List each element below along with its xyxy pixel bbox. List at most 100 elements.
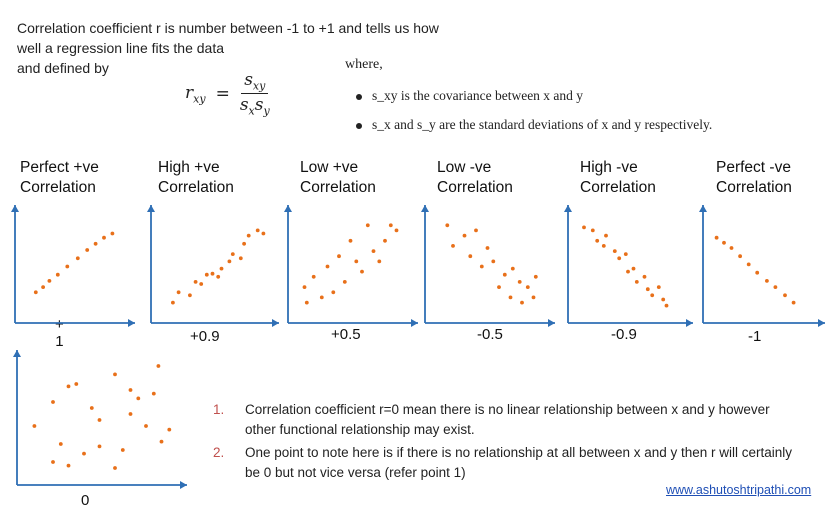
data-point bbox=[722, 240, 726, 245]
formula-denominator: sxsy bbox=[239, 95, 270, 118]
data-point bbox=[156, 364, 161, 368]
data-point bbox=[508, 295, 513, 300]
data-point bbox=[365, 223, 370, 228]
data-point bbox=[319, 295, 324, 300]
data-point bbox=[304, 300, 309, 305]
x-axis-arrow bbox=[548, 319, 555, 327]
data-point bbox=[791, 300, 796, 305]
data-point bbox=[219, 266, 224, 271]
intro-line-1: Correlation coefficient r is number betw… bbox=[17, 20, 439, 36]
y-axis-arrow bbox=[147, 205, 155, 212]
data-point bbox=[230, 252, 235, 256]
data-point bbox=[590, 228, 595, 233]
x-axis-arrow bbox=[686, 319, 693, 327]
formula-equals: = bbox=[215, 83, 230, 104]
data-point bbox=[783, 293, 787, 298]
note-number: 1. bbox=[213, 402, 225, 417]
data-point bbox=[216, 274, 221, 279]
x-axis-arrow bbox=[128, 319, 135, 327]
data-point bbox=[51, 400, 55, 404]
data-point bbox=[32, 424, 37, 428]
data-point bbox=[383, 238, 387, 243]
data-point bbox=[337, 254, 341, 259]
data-point bbox=[533, 274, 538, 279]
intro-line-3: and defined by bbox=[17, 60, 109, 76]
x-axis-arrow bbox=[818, 319, 825, 327]
data-point bbox=[144, 424, 148, 428]
data-point bbox=[47, 279, 52, 283]
notes-list: 1. Correlation coefficient r=0 mean ther… bbox=[213, 400, 803, 486]
data-point bbox=[645, 287, 650, 292]
data-point bbox=[746, 262, 751, 267]
data-point bbox=[394, 228, 399, 233]
data-point bbox=[102, 235, 106, 240]
data-point bbox=[331, 290, 336, 295]
data-point bbox=[531, 295, 536, 300]
scatter-panel-5 bbox=[564, 205, 693, 327]
data-point bbox=[74, 382, 79, 386]
data-point bbox=[246, 233, 251, 238]
data-point bbox=[65, 264, 70, 269]
note-item-2: 2. One point to note here is if there is… bbox=[213, 443, 803, 483]
data-point bbox=[41, 285, 45, 289]
data-point bbox=[520, 300, 524, 305]
data-point bbox=[664, 303, 669, 308]
data-point bbox=[176, 290, 181, 295]
note-text: Correlation coefficient r=0 mean there i… bbox=[245, 402, 770, 437]
data-point bbox=[128, 388, 133, 392]
data-point bbox=[255, 228, 260, 233]
data-point bbox=[325, 264, 330, 269]
data-point bbox=[595, 238, 600, 243]
data-point bbox=[238, 256, 243, 261]
data-point bbox=[242, 241, 247, 246]
data-point bbox=[714, 235, 719, 240]
panel-value-perfect-positive: +1 bbox=[55, 316, 64, 350]
data-point bbox=[51, 460, 55, 464]
data-point bbox=[631, 266, 636, 271]
data-point bbox=[58, 442, 63, 446]
data-point bbox=[479, 264, 484, 269]
data-point bbox=[502, 272, 507, 277]
y-axis-arrow bbox=[699, 205, 707, 212]
data-point bbox=[261, 231, 266, 236]
data-point bbox=[227, 259, 232, 264]
note-number: 2. bbox=[213, 445, 225, 460]
data-point bbox=[612, 249, 617, 254]
formula-fraction: sxy sxsy bbox=[240, 70, 270, 118]
data-point bbox=[348, 238, 353, 243]
y-axis-arrow bbox=[421, 205, 429, 212]
scatter-panel-1 bbox=[11, 205, 135, 327]
scatter-panel-6 bbox=[699, 205, 825, 327]
data-point bbox=[661, 297, 666, 302]
data-point bbox=[204, 272, 209, 277]
data-point bbox=[485, 246, 490, 250]
website-link[interactable]: www.ashutoshtripathi.com bbox=[666, 483, 812, 497]
formula-lhs: rxy bbox=[185, 82, 206, 106]
data-point bbox=[120, 448, 125, 452]
scatter-panel-2 bbox=[147, 205, 279, 327]
panel-value-high-positive: +0.9 bbox=[190, 328, 220, 345]
data-point bbox=[171, 300, 175, 305]
where-bullet-2: s_x and s_y are the standard deviations … bbox=[356, 117, 712, 133]
data-point bbox=[128, 412, 133, 416]
data-point bbox=[33, 290, 38, 295]
data-point bbox=[199, 282, 204, 286]
data-point bbox=[642, 274, 647, 279]
data-point bbox=[517, 280, 522, 284]
data-point bbox=[604, 233, 608, 238]
data-point bbox=[85, 248, 90, 252]
panel-value-perfect-negative: -1 bbox=[748, 328, 762, 345]
data-point bbox=[510, 266, 515, 271]
data-point bbox=[451, 244, 455, 248]
data-point bbox=[342, 280, 347, 284]
data-point bbox=[89, 406, 94, 410]
data-point bbox=[582, 225, 586, 230]
formula-numerator: sxy bbox=[241, 70, 269, 95]
panel-value-zero: 0 bbox=[81, 492, 90, 509]
note-item-1: 1. Correlation coefficient r=0 mean ther… bbox=[213, 400, 803, 440]
panel-value-high-negative: -0.9 bbox=[611, 326, 637, 343]
panel-value-low-negative: -0.5 bbox=[477, 326, 503, 343]
panel-title-high-positive: High +ve Correlation bbox=[158, 159, 234, 196]
data-point bbox=[497, 285, 501, 289]
